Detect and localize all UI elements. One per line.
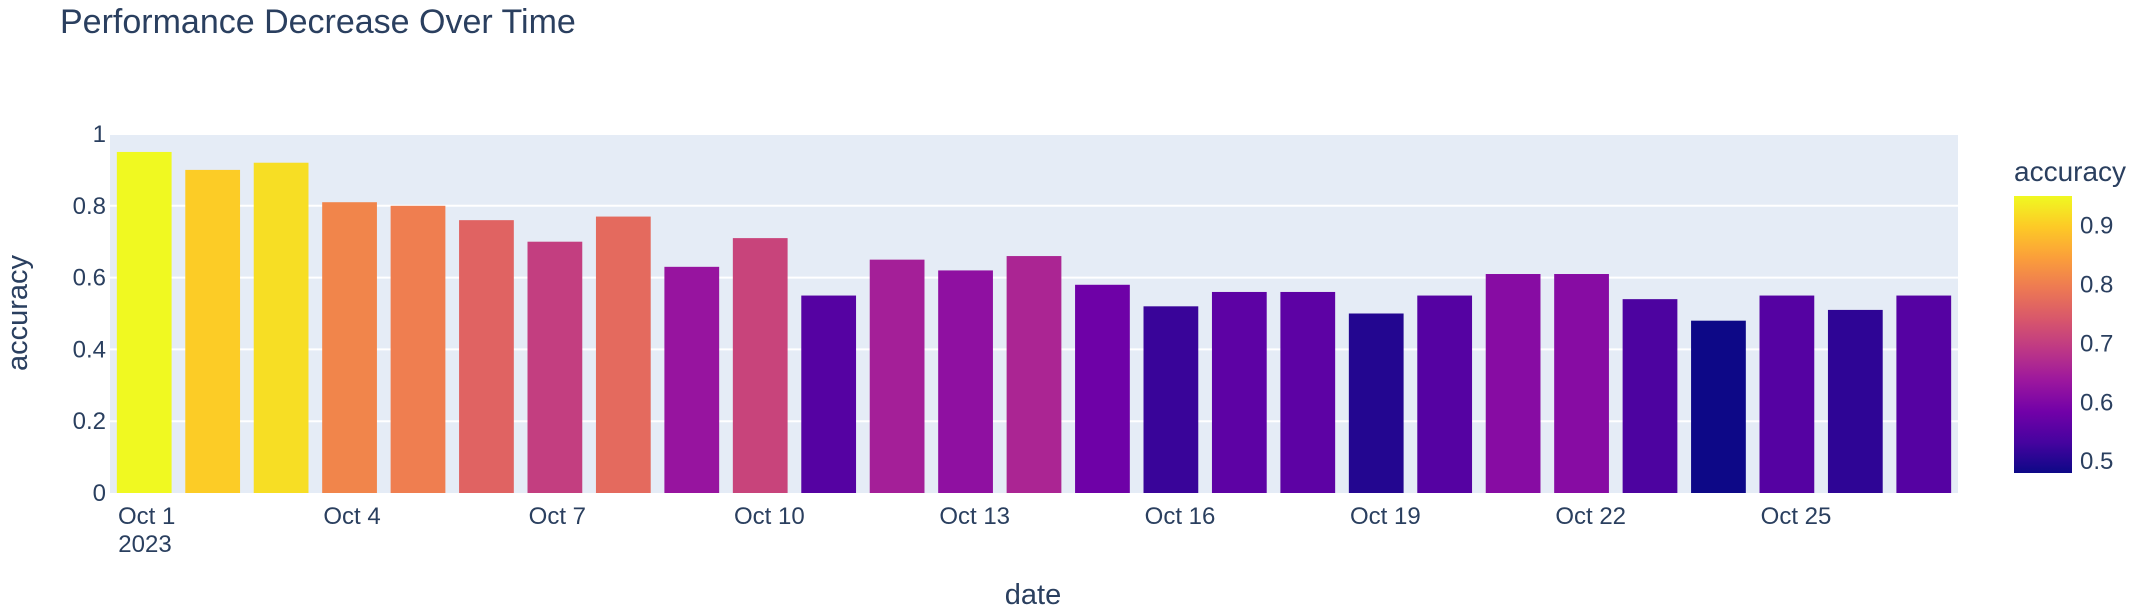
colorbar-tick-label: 0.8 (2080, 271, 2113, 298)
colorbar-ticks: 0.5 0.6 0.7 0.8 0.9 (2080, 212, 2113, 475)
bar (1075, 284, 1130, 493)
bar (1006, 256, 1062, 493)
x-tick-label: Oct 10 (734, 503, 805, 530)
bar (732, 238, 788, 493)
x-tick-label: Oct 13 (939, 503, 1010, 530)
x-tick-label: Oct 19 (1350, 503, 1421, 530)
bar (664, 266, 720, 493)
y-tick-label: 0 (93, 480, 106, 507)
x-tick-label: Oct 7 (529, 503, 586, 530)
colorbar: accuracy 0.5 0.6 0.7 0.8 0.9 (2014, 156, 2126, 475)
bar (253, 162, 309, 493)
bar (322, 202, 377, 493)
bar (185, 169, 241, 493)
bar (1759, 295, 1815, 493)
y-tick-label: 0.2 (73, 408, 106, 435)
bar (1280, 291, 1336, 493)
y-tick-label: 0.8 (73, 193, 106, 220)
y-tick-label: 0.6 (73, 265, 106, 292)
bar (1896, 295, 1952, 493)
bar (1622, 299, 1678, 493)
x-axis-title: date (1005, 579, 1061, 611)
bar (459, 220, 514, 493)
bars (116, 151, 1952, 494)
colorbar-tick-label: 0.9 (2080, 212, 2113, 239)
bar (1485, 274, 1541, 493)
bar (1143, 306, 1199, 493)
x-tick-year-label: 2023 (118, 531, 171, 558)
colorbar-gradient (2014, 196, 2072, 473)
bar (116, 151, 172, 493)
bar (869, 259, 925, 493)
bar (1417, 295, 1473, 493)
colorbar-title: accuracy (2014, 156, 2126, 187)
bar (938, 270, 993, 493)
y-axis-title: accuracy (2, 254, 34, 371)
x-tick-label: Oct 4 (323, 503, 380, 530)
bar (1211, 291, 1267, 493)
bar (801, 295, 857, 493)
bar (527, 241, 583, 493)
colorbar-tick-label: 0.7 (2080, 330, 2113, 357)
colorbar-tick-label: 0.5 (2080, 448, 2113, 475)
bar (1691, 320, 1746, 493)
x-tick-label: Oct 25 (1761, 503, 1832, 530)
x-tick-label: Oct 16 (1145, 503, 1216, 530)
x-tick-label: Oct 1 (118, 503, 175, 530)
chart-title: Performance Decrease Over Time (60, 3, 576, 41)
colorbar-tick-label: 0.6 (2080, 389, 2113, 416)
bar (390, 205, 446, 494)
bar (1827, 309, 1883, 493)
y-axis-ticks: 0 0.2 0.4 0.6 0.8 1 (73, 121, 106, 507)
x-tick-label: Oct 22 (1555, 503, 1626, 530)
bar (1348, 313, 1404, 493)
y-tick-label: 0.4 (73, 336, 106, 363)
bar (1554, 274, 1609, 493)
bar (595, 216, 651, 493)
y-tick-label: 1 (93, 121, 106, 148)
